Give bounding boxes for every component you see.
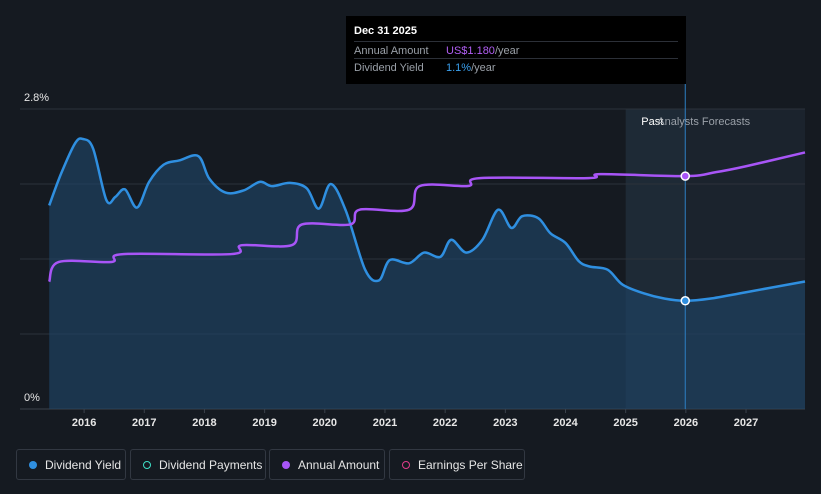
- x-tick-label: 2024: [553, 417, 578, 429]
- hover-tooltip: Dec 31 2025 Annual Amount US$1.180/year …: [346, 16, 686, 84]
- y-axis-min-label: 0%: [24, 392, 40, 404]
- tooltip-label: Annual Amount: [354, 45, 429, 57]
- legend-label: Earnings Per Share: [418, 457, 523, 472]
- x-tick-label: 2020: [313, 417, 337, 429]
- past-section-label: Past: [641, 116, 663, 128]
- x-tick-label: 2018: [192, 417, 216, 429]
- x-tick-label: 2021: [373, 417, 397, 429]
- x-tick-label: 2027: [734, 417, 758, 429]
- tooltip-date: Dec 31 2025: [354, 25, 417, 37]
- tooltip-row-annual-amount: Annual Amount US$1.180/year: [354, 41, 678, 59]
- tooltip-row-dividend-yield: Dividend Yield 1.1%/year: [354, 58, 678, 76]
- earnings-per-share-ring-icon: [402, 460, 410, 469]
- annual-amount-line[interactable]: [48, 151, 806, 283]
- x-tick-label: 2022: [433, 417, 457, 429]
- dividend-chart: 2016 2017 2018 2019 2020 2021 2022 2023 2024 2025…: [20, 84, 806, 429]
- forecast-section-label: Analysts Forecasts: [657, 116, 750, 128]
- dividend-yield-area: [49, 138, 806, 409]
- tooltip-value: US$1.180/year: [446, 45, 520, 57]
- y-axis-max-label: 2.8%: [24, 92, 49, 104]
- x-tick-label: 2026: [674, 417, 698, 429]
- legend-label: Dividend Yield: [45, 457, 122, 472]
- tooltip-label: Dividend Yield: [354, 62, 424, 74]
- dividend-yield-dot-icon: [29, 460, 37, 469]
- x-tick-label: 2025: [613, 417, 637, 429]
- legend-earnings-per-share[interactable]: Earnings Per Share: [389, 449, 525, 480]
- tooltip-value: 1.1%/year: [446, 62, 496, 74]
- legend-dividend-yield[interactable]: Dividend Yield: [16, 449, 126, 480]
- legend-label: Annual Amount: [298, 457, 380, 472]
- x-tick-label: 2017: [132, 417, 156, 429]
- x-tick-label: 2023: [493, 417, 517, 429]
- legend-annual-amount[interactable]: Annual Amount: [269, 449, 385, 480]
- x-axis: 2016 2017 2018 2019 2020 2021 2022 2023 2024 2025…: [20, 408, 805, 429]
- x-tick-label: 2019: [252, 417, 276, 429]
- dividend-yield-marker: [680, 296, 691, 306]
- x-tick-label: 2016: [72, 417, 96, 429]
- annual-amount-dot-icon: [282, 460, 290, 469]
- dividend-yield-line[interactable]: [48, 137, 806, 303]
- dividend-payments-ring-icon: [143, 460, 151, 469]
- annual-amount-marker: [680, 171, 691, 181]
- legend-dividend-payments[interactable]: Dividend Payments: [130, 449, 266, 480]
- legend-label: Dividend Payments: [159, 457, 263, 472]
